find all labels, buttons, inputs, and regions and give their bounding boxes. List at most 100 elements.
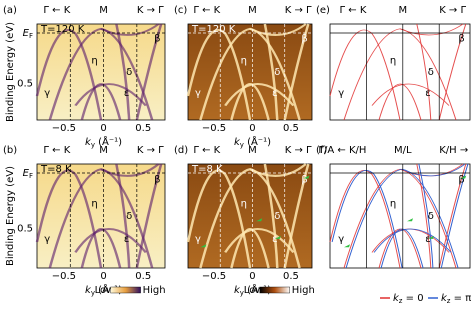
x-axis-title-unit: (Å⁻¹) (244, 135, 271, 148)
band-label: γ (338, 88, 344, 99)
band-curve-kz-pi (331, 170, 403, 269)
arrow-marker (407, 218, 413, 222)
colorbar-high: High (292, 285, 315, 296)
panel-label: (d) (174, 145, 188, 156)
band-label: ε (425, 234, 430, 245)
colorbar-low: Low (244, 285, 264, 296)
legend-label-subscript: z (399, 297, 403, 305)
band-curve (100, 23, 160, 36)
panel-image (329, 23, 471, 121)
top-label: K → Γ (137, 5, 164, 16)
band-curve (224, 83, 295, 107)
temperature: T=120 K (191, 24, 236, 35)
band-label: ε (124, 88, 129, 99)
x-axis-title: ky (Å⁻¹) (234, 135, 271, 149)
band-curve (115, 163, 131, 269)
panel-label: (c) (174, 5, 187, 16)
band-curve (416, 163, 432, 269)
band-curve (438, 23, 467, 121)
x-tick-label: −0.5 (202, 123, 226, 134)
colorbar (110, 286, 141, 294)
band-curve (186, 29, 252, 121)
band-label: β (301, 33, 307, 44)
panel-label: (b) (3, 145, 17, 156)
fermi-tick-label: EF (23, 168, 33, 180)
band-label: δ (274, 67, 280, 78)
x-tick-label: 0 (100, 123, 106, 134)
top-label: M (99, 145, 108, 156)
x-axis-title-symbol: k (234, 285, 241, 296)
band-label: η (390, 199, 396, 210)
top-label: Γ/A ← K/H (318, 145, 366, 156)
band-curve-kz-pi (373, 228, 452, 253)
band-curve (80, 83, 122, 121)
band-curve (135, 23, 163, 121)
band-label: ε (272, 234, 277, 245)
panel-label: (e) (316, 5, 330, 16)
fermi-tick-label-symbol: E (23, 28, 30, 39)
band-curve (263, 23, 279, 121)
top-label: M (99, 5, 108, 16)
arrow-marker (303, 175, 310, 179)
legend-label-subscript: z (447, 297, 451, 305)
arrow-marker (428, 235, 434, 239)
band-curve (249, 163, 307, 177)
x-axis-title-subscript: y (240, 141, 244, 149)
band-label: η (241, 199, 247, 210)
legend-label-rest: = 0 (402, 293, 423, 304)
colorbar-high: High (143, 285, 166, 296)
band-curve (74, 228, 147, 253)
band-curve (35, 169, 103, 269)
band-label: β (458, 33, 464, 44)
band-curve-kz-pi (401, 163, 466, 177)
temperature: T=8 K (191, 164, 223, 175)
band-curve (371, 83, 450, 106)
band-curve-kz-pi (345, 168, 459, 269)
legend-label: kz = 0 (393, 293, 424, 305)
band-label: γ (44, 88, 50, 99)
band-label: γ (195, 88, 201, 99)
top-label: Γ ← K (193, 5, 220, 16)
top-label: Γ ← K (43, 145, 70, 156)
band-curve (230, 83, 270, 121)
band-label: δ (274, 211, 280, 222)
top-label: K → Γ (439, 5, 466, 16)
legend-label-symbol: k (393, 293, 400, 304)
top-label: K/H → Γ/A (439, 145, 471, 156)
band-curves (186, 23, 310, 121)
band-label: γ (195, 234, 201, 245)
band-curve (35, 29, 103, 121)
band-curve (80, 227, 122, 269)
x-tick-label: −0.5 (202, 271, 226, 282)
band-curve (230, 227, 270, 269)
band-label: δ (428, 211, 434, 222)
band-label: ε (425, 88, 430, 99)
band-curve-kz-pi (380, 228, 424, 269)
band-curve (263, 163, 279, 269)
arrow-marker (274, 235, 281, 239)
band-curve (224, 228, 295, 253)
band-label: β (458, 175, 464, 186)
fermi-tick-label-subscript: F (29, 32, 33, 40)
y-axis-title: Binding Energy (eV) (5, 166, 16, 266)
x-tick-label: 0 (100, 271, 106, 282)
band-label: ε (272, 88, 277, 99)
arrow-marker (460, 175, 467, 179)
band-curve (74, 83, 147, 107)
top-label: M (248, 145, 257, 156)
band-curve (399, 23, 464, 36)
colorbar-low: Low (95, 285, 115, 296)
band-label: ε (124, 234, 129, 245)
x-axis-title-symbol: k (85, 137, 92, 148)
x-axis-title-symbol: k (234, 137, 241, 148)
top-label: M/L (394, 145, 412, 156)
band-curve (115, 23, 131, 121)
x-tick-label: 0.5 (135, 271, 151, 282)
band-curve (186, 169, 252, 269)
band-curve (329, 29, 401, 121)
band-label: δ (126, 211, 132, 222)
top-label: K → Γ (285, 5, 312, 16)
band-curve (283, 23, 310, 121)
x-axis-title-subscript: y (91, 289, 95, 297)
